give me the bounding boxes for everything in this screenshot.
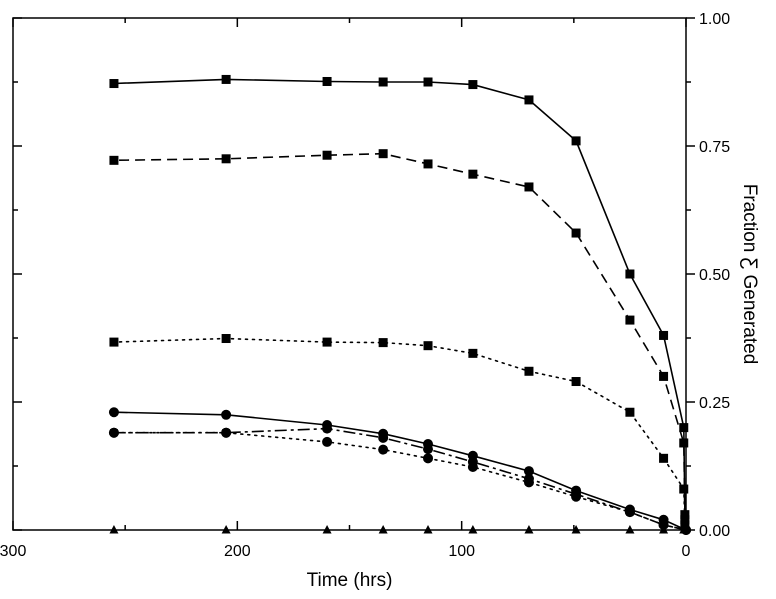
data-point-circle [571,491,582,502]
data-point-square [571,136,581,146]
series-3 [109,334,690,530]
data-point-square [524,182,534,192]
data-point-circle [221,409,232,420]
x-tick-label: 0 [682,543,691,560]
data-point-square [468,80,478,90]
x-axis-title: Time (hrs) [307,570,393,591]
series-line [113,411,687,531]
data-point-square [524,95,534,105]
data-point-square [679,484,689,494]
data-point-triangle [221,525,231,534]
data-point-square [378,338,388,348]
data-point-circle [322,436,333,447]
data-point-square [625,315,635,325]
data-point-circle [523,466,534,477]
data-point-square [679,423,689,433]
y-axis-title: Fraction Ƹ Generated [739,184,760,365]
axes [12,17,687,531]
data-point-square [109,79,119,89]
y-tick-label: 0.50 [699,267,730,284]
data-point-square [423,77,433,87]
series-1 [109,74,690,520]
tick-labels: 0 100 200 300 0.00 0.25 0.50 0.75 1.00 [0,11,730,560]
data-point-square [109,155,119,165]
data-point-square [378,149,388,159]
series-4 [108,407,691,535]
data-point-square [571,377,581,387]
data-point-square [468,169,478,179]
data-point-square [679,438,689,448]
data-point-triangle [322,525,332,534]
data-point-triangle [571,525,581,534]
data-point-square [322,76,332,86]
x-tick-label: 200 [224,543,251,560]
data-point-triangle [468,525,478,534]
series-line [113,78,686,515]
series-5 [108,423,691,535]
data-point-triangle [524,525,534,534]
data-point-square [659,330,669,340]
data-point-circle [108,407,119,418]
data-point-square [659,453,669,463]
data-point-triangle [109,525,119,534]
y-tick-label: 0.75 [699,139,730,156]
data-point-triangle [679,525,689,534]
y-tick-label: 1.00 [699,11,730,28]
tick-marks [12,17,695,531]
data-point-square [109,337,119,347]
series-line [113,152,686,520]
data-point-circle [378,444,389,455]
data-point-circle [378,432,389,443]
y-tick-label: 0.25 [699,395,730,412]
data-point-circle [658,519,669,530]
data-point-square [378,77,388,87]
data-point-triangle [378,525,388,534]
y-tick-label: 0.00 [699,523,730,540]
data-point-square [680,515,690,525]
data-point-circle [423,444,434,455]
data-point-circle [624,507,635,518]
data-point-square [221,74,231,84]
data-point-triangle [625,525,635,534]
data-point-square [625,269,635,279]
data-point-square [680,520,690,530]
x-tick-label: 100 [448,543,475,560]
series-line [114,427,687,531]
series-6 [108,427,691,535]
data-point-triangle [423,525,433,534]
data-point-circle [108,427,119,438]
x-tick-label: 300 [0,543,26,560]
data-point-triangle [659,525,669,534]
data-point-square [571,228,581,238]
data-point-square [468,348,478,358]
plot-frame [12,17,687,531]
series-line [113,337,686,526]
data-point-square [659,371,669,381]
data-point-square [221,154,231,164]
data-point-circle [467,462,478,473]
data-point-square [423,341,433,351]
series-line [113,431,687,531]
data-point-square [221,334,231,344]
data-point-circle [221,427,232,438]
data-point-square [423,159,433,169]
data-point-square [322,337,332,347]
data-point-circle [523,477,534,488]
series-2 [109,149,690,525]
data-point-circle [322,423,333,434]
data-point-square [322,150,332,160]
data-point-square [524,366,534,376]
series-7 [109,525,689,534]
series-group [108,74,691,535]
data-point-circle [423,453,434,464]
data-point-square [625,407,635,417]
